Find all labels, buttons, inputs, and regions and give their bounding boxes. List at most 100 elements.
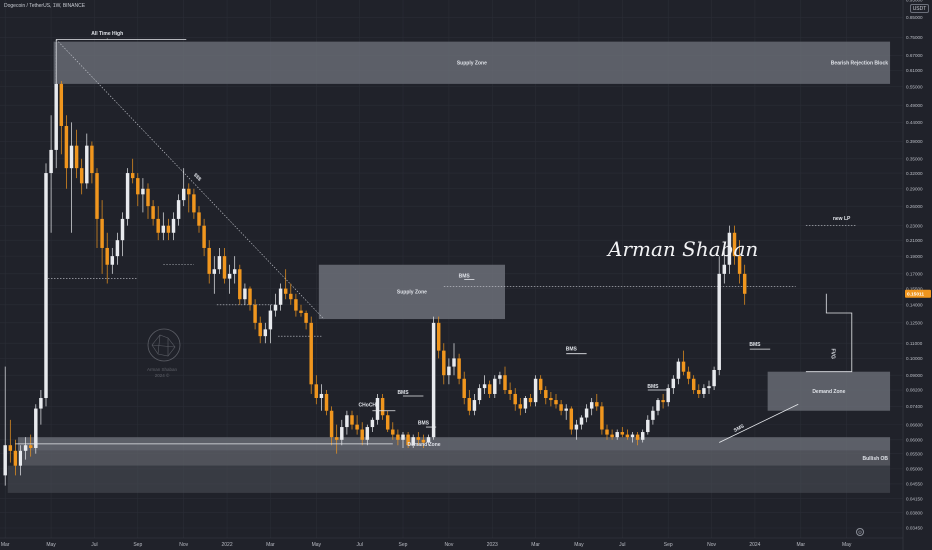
candle-body (686, 371, 691, 379)
candle-body (569, 408, 574, 430)
candle-body (217, 256, 222, 270)
x-tick-label: Mar (266, 542, 275, 548)
annotation-label: BMS (566, 347, 578, 353)
candle-body (95, 173, 99, 219)
candle-body (151, 206, 155, 219)
x-tick-label: Jul (356, 542, 362, 548)
zone-label: Demand Zone (812, 389, 845, 395)
candle-body (90, 145, 94, 174)
candle-body (559, 404, 563, 411)
candle-body (350, 415, 354, 425)
candle-body (436, 322, 441, 351)
candle-body (595, 402, 599, 407)
candle-body (141, 188, 145, 195)
candle-body (416, 437, 421, 440)
candle-body (671, 378, 676, 389)
candle-body (523, 398, 528, 409)
candle-body (44, 173, 48, 399)
candle-body (156, 218, 160, 233)
y-axis-panel (903, 0, 932, 550)
settings-icon[interactable]: ⚙ (856, 528, 864, 536)
candle-body (59, 83, 64, 126)
x-tick-label: May (46, 542, 56, 548)
signature-watermark: Arman Shaban (606, 237, 758, 261)
candle-body (85, 145, 89, 184)
candle-body (370, 419, 375, 428)
y-tick-label: 0.32000 (906, 171, 923, 176)
candle-body (610, 434, 614, 438)
candle-body (136, 178, 140, 195)
candle-body (74, 145, 79, 169)
zone-label-right: Bearish Rejection Block (831, 61, 888, 67)
candle-body (396, 434, 400, 440)
annotation-label: CHoCH (359, 402, 377, 408)
y-tick-label: 0.29000 (906, 186, 923, 191)
x-tick-label: Mar (1, 542, 10, 548)
candle-body (161, 225, 166, 233)
price-badge (905, 289, 931, 298)
zone-label: Supply Zone (397, 290, 427, 296)
candle-body (212, 269, 217, 274)
candle-body (513, 393, 517, 405)
candle-body (18, 450, 23, 466)
candle-body (457, 358, 461, 379)
candle-body (727, 232, 732, 265)
candle-body (329, 410, 334, 438)
y-tick-label: 0.09000 (906, 373, 923, 378)
x-tick-label: Nov (179, 542, 188, 548)
candle-body (635, 434, 640, 440)
candle-body (375, 398, 380, 420)
candle-body (115, 240, 120, 257)
y-tick-label: 0.49000 (906, 103, 923, 108)
currency-badge[interactable]: USDT (910, 4, 929, 13)
candle-body (625, 434, 630, 438)
y-tick-label: 0.95000 (906, 0, 923, 2)
candle-body (681, 361, 686, 372)
x-tick-label: 2023 (487, 542, 498, 548)
candle-body (64, 125, 69, 169)
y-tick-label: 0.15500 (906, 286, 923, 291)
candle-body (584, 408, 589, 418)
candle-body (181, 188, 186, 201)
logo-year: 2024 © (155, 372, 170, 378)
candle-body (722, 264, 727, 274)
candle-body (360, 429, 364, 440)
fvg-bracket (805, 293, 853, 373)
candle-body (79, 168, 84, 184)
y-tick-label: 0.08200 (906, 388, 923, 393)
candle-body (278, 288, 283, 305)
zone-rect (7, 465, 891, 493)
candle-body (253, 304, 257, 323)
candle-body (319, 393, 324, 399)
candle-body (538, 378, 543, 391)
candle-body (385, 415, 390, 430)
zone-label: Supply Zone (457, 61, 487, 67)
y-tick-label: 0.10000 (906, 356, 923, 361)
candle-body (600, 406, 604, 430)
annotation-label: BMS (749, 342, 761, 348)
candle-body (467, 398, 472, 411)
candle-body (324, 393, 329, 411)
candle-body (406, 434, 410, 446)
x-tick-label: May (842, 542, 852, 548)
candle-body (146, 188, 150, 207)
candle-body (472, 400, 477, 411)
x-tick-label: 2024 (749, 542, 760, 548)
candle-body (283, 288, 288, 294)
x-tick-label: Sep (399, 542, 408, 548)
candle-body (508, 390, 512, 394)
annotation-label: FVG (829, 349, 835, 359)
zone-rect (318, 264, 505, 320)
x-tick-label: Mar (531, 542, 540, 548)
candle-body (334, 437, 339, 440)
candle-body (620, 432, 625, 435)
candle-body (23, 445, 28, 451)
candle-body (482, 384, 487, 389)
candle-body (289, 293, 293, 300)
candle-body (487, 384, 492, 394)
candle-body (314, 384, 319, 399)
candle-body (737, 256, 742, 274)
candle-body (426, 437, 431, 443)
y-tick-label: 0.85000 (906, 15, 923, 20)
